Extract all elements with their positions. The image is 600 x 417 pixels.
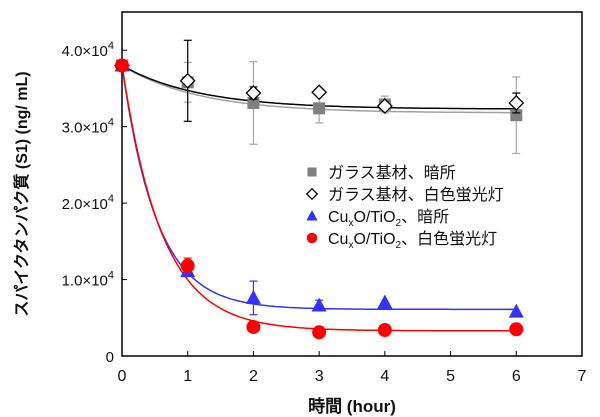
y-tick-exponent: 4 — [108, 193, 114, 205]
y-tick-exponent: 4 — [108, 270, 114, 282]
legend-label-part: 2 — [396, 240, 402, 251]
y-tick-label: 0 — [106, 349, 114, 366]
plot-frame — [121, 11, 583, 357]
x-tick-label: 2 — [249, 368, 258, 385]
legend-label-part: 2 — [396, 218, 402, 229]
y-tick-mantissa: 3.0×10 — [62, 120, 108, 137]
data-point — [245, 289, 261, 304]
x-tick-label: 0 — [118, 368, 127, 385]
y-tick-exponent: 4 — [108, 40, 114, 52]
legend-marker — [307, 167, 317, 177]
x-tick-label: 5 — [446, 368, 455, 385]
data-point — [179, 72, 196, 89]
data-point — [377, 294, 393, 309]
legend-label-part: x — [348, 240, 353, 251]
data-point — [115, 58, 129, 73]
legend-label: ガラス基材、暗所 — [328, 164, 456, 182]
legend-label: CuxO/TiO2、暗所 — [328, 208, 449, 229]
y-tick-exponent: 4 — [108, 117, 114, 129]
series-0 — [116, 59, 523, 155]
data-point — [510, 109, 523, 122]
y-tick-label: 4.0×104 — [62, 40, 114, 60]
data-point — [311, 84, 328, 101]
y-tick-label: 2.0×104 — [62, 193, 114, 213]
data-point — [508, 303, 524, 318]
legend: ガラス基材、暗所ガラス基材、白色蛍光灯CuxO/TiO2、暗所CuxO/TiO2… — [305, 164, 504, 251]
legend-label-part: 、暗所 — [401, 208, 449, 226]
data-point — [180, 258, 195, 273]
x-tick-label: 7 — [578, 368, 587, 385]
legend-marker — [306, 210, 318, 221]
legend-label-part: 、白色蛍光灯 — [401, 230, 497, 248]
data-point — [313, 102, 326, 115]
data-point — [376, 98, 393, 114]
x-axis-label: 時間 (hour) — [308, 396, 396, 416]
x-tick-label: 3 — [315, 368, 324, 385]
y-tick-mantissa: 0 — [106, 349, 114, 366]
legend-label-part: Cu — [328, 231, 348, 248]
y-axis-label: スパイクタンパク質 (S1) (ng/ mL) — [12, 71, 31, 316]
data-point — [509, 322, 524, 337]
data-point — [246, 319, 261, 334]
y-tick-mantissa: 1.0×10 — [62, 273, 108, 290]
y-tick-label: 1.0×104 — [62, 270, 114, 290]
y-tick-mantissa: 2.0×10 — [62, 196, 108, 213]
legend-label-part: O/TiO — [353, 231, 395, 248]
legend-label: CuxO/TiO2、白色蛍光灯 — [328, 230, 497, 251]
data-point — [245, 85, 262, 101]
data-point — [312, 325, 327, 340]
y-tick-mantissa: 4.0×10 — [62, 43, 108, 60]
data-point — [247, 96, 260, 109]
legend-label-part: x — [348, 218, 353, 229]
legend-marker — [305, 187, 319, 201]
series-3 — [115, 58, 524, 340]
legend-label-part: Cu — [328, 209, 348, 226]
x-tick-label: 4 — [380, 368, 389, 385]
legend-label-part: O/TiO — [353, 209, 395, 226]
legend-marker — [306, 232, 318, 244]
x-tick-label: 1 — [183, 368, 192, 385]
data-point — [508, 95, 525, 111]
data-point — [377, 323, 392, 338]
y-tick-label: 3.0×104 — [62, 117, 114, 137]
x-tick-label: 6 — [512, 368, 521, 385]
legend-label: ガラス基材、白色蛍光灯 — [328, 186, 504, 204]
data-point — [311, 297, 327, 312]
